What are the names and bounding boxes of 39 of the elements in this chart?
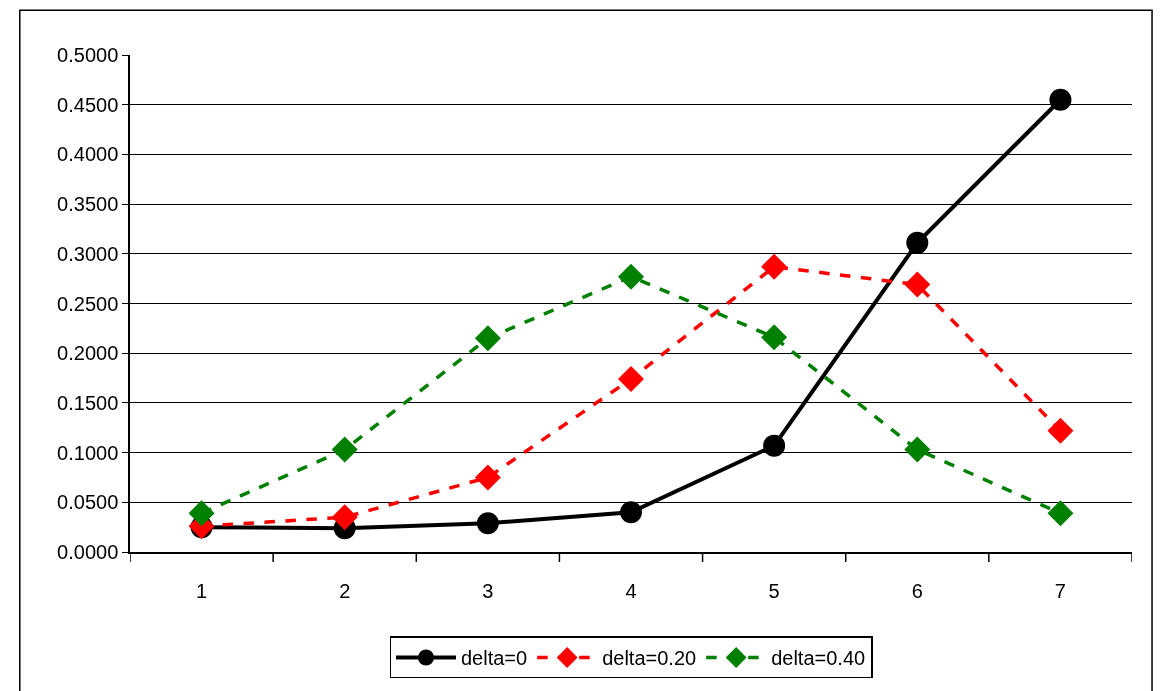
point bbox=[1047, 417, 1074, 444]
y-tick-label: 0.1500 bbox=[57, 391, 119, 414]
point bbox=[763, 434, 786, 457]
point bbox=[618, 366, 644, 393]
point bbox=[1049, 88, 1072, 111]
y-tick-label: 0.5000 bbox=[57, 44, 119, 66]
point bbox=[331, 504, 358, 531]
point bbox=[904, 271, 931, 298]
y-tick-label: 0.4500 bbox=[57, 93, 119, 116]
point bbox=[906, 231, 929, 254]
x-tick-label: 7 bbox=[1054, 579, 1066, 602]
legend-label: delta=0.20 bbox=[602, 647, 697, 670]
x-tick-label: 2 bbox=[339, 579, 351, 602]
point bbox=[904, 436, 931, 463]
point bbox=[620, 501, 642, 524]
x-tick-label: 3 bbox=[482, 579, 494, 602]
y-tick-label: 0.3500 bbox=[57, 193, 119, 216]
point bbox=[476, 512, 499, 535]
y-tick-label: 0.2500 bbox=[57, 292, 119, 315]
x-tick-label: 4 bbox=[625, 579, 637, 602]
point bbox=[761, 253, 788, 280]
y-tick-label: 0.1000 bbox=[57, 441, 119, 464]
x-tick-label: 5 bbox=[768, 579, 780, 602]
point bbox=[618, 263, 644, 290]
point bbox=[331, 436, 358, 463]
y-tick-label: 0.2000 bbox=[57, 342, 119, 365]
y-tick-label: 0.4000 bbox=[57, 143, 119, 166]
point bbox=[761, 324, 788, 351]
y-tick-label: 0.3000 bbox=[57, 242, 119, 265]
point bbox=[188, 500, 215, 527]
point bbox=[474, 464, 501, 491]
x-tick-label: 1 bbox=[196, 579, 208, 602]
legend-label: delta=0.40 bbox=[771, 647, 866, 670]
x-tick-label: 6 bbox=[911, 579, 923, 602]
y-tick-label: 0.0500 bbox=[57, 491, 119, 514]
point bbox=[1047, 500, 1074, 527]
point bbox=[474, 325, 501, 352]
legend-label: delta=0 bbox=[461, 647, 528, 670]
y-tick-label: 0.0000 bbox=[57, 541, 119, 563]
